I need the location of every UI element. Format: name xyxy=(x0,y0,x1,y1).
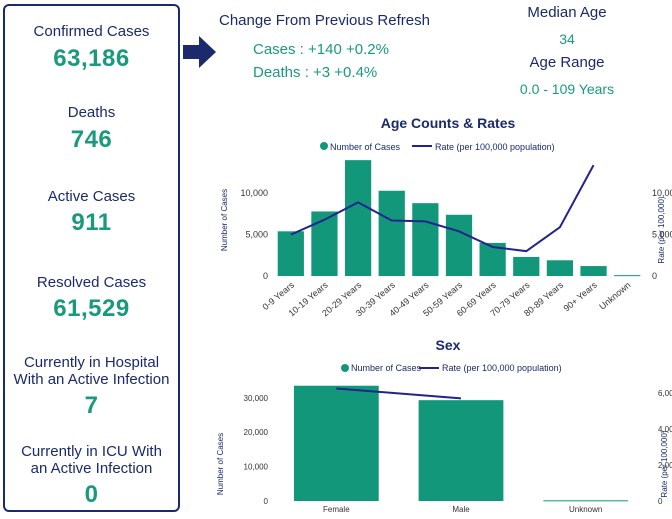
stat-label: Confirmed Cases xyxy=(33,23,150,40)
age-chart: Age Counts & Rates Number of Cases Rate … xyxy=(220,115,672,318)
y2-tick-label: 5,000 xyxy=(652,230,672,240)
bar-50-59-years[interactable] xyxy=(445,214,473,276)
age-ylabel: Number of Cases xyxy=(220,189,229,251)
stat-label: Deaths xyxy=(67,104,116,121)
rate-line[interactable] xyxy=(336,387,462,400)
bar-unknown[interactable] xyxy=(614,275,641,277)
y2-tick-label: 10,000 xyxy=(652,188,672,198)
y-tick-label: 0 xyxy=(264,497,269,506)
bar-70-79-years[interactable] xyxy=(513,256,540,276)
age-legend: Number of Cases Rate (per 100,000 popula… xyxy=(320,142,555,152)
legend-cases: Number of Cases xyxy=(351,363,422,373)
bar-male[interactable] xyxy=(418,400,504,501)
bar-20-29-years[interactable] xyxy=(344,160,372,276)
y-tick-label: 10,000 xyxy=(244,463,269,472)
stat-value: 746 xyxy=(70,126,113,153)
y-tick-label: 10,000 xyxy=(240,188,268,198)
age-chart-title: Age Counts & Rates xyxy=(381,115,516,131)
legend-rate: Rate (per 100,000 population) xyxy=(435,142,555,152)
x-tick-label: Female xyxy=(323,505,350,514)
legend-dot xyxy=(341,364,349,372)
legend-rate: Rate (per 100,000 population) xyxy=(442,363,562,373)
stat-deaths: Deaths 746 xyxy=(5,104,178,154)
stat-value: 7 xyxy=(84,392,99,419)
rate-line[interactable] xyxy=(290,164,595,253)
stat-value: 0 xyxy=(84,481,99,508)
change-cases: Cases : +140 +0.2% xyxy=(253,41,389,58)
median-age-value: 34 xyxy=(559,31,575,47)
stat-label: Active Cases xyxy=(47,188,136,205)
y-tick-label: 5,000 xyxy=(245,230,268,240)
stat-label: Resolved Cases xyxy=(36,274,147,291)
sex-ylabel: Number of Cases xyxy=(216,433,225,495)
stat-value: 63,186 xyxy=(53,45,130,72)
y-tick-label: 0 xyxy=(263,271,268,281)
bar-female[interactable] xyxy=(293,385,379,501)
sex-legend: Number of Cases Rate (per 100,000 popula… xyxy=(341,363,562,373)
bar-unknown[interactable] xyxy=(543,500,629,502)
stat-hospital: Currently in Hospital With an Active Inf… xyxy=(5,354,178,420)
x-tick-label: 90+ Years xyxy=(562,280,600,314)
right-arrow-icon xyxy=(183,36,216,68)
bar-40-49-years[interactable] xyxy=(412,203,439,276)
stat-label: Currently in ICU With an Active Infectio… xyxy=(21,443,162,477)
y2-tick-label: 0 xyxy=(658,497,663,506)
sex-y2label: Rate (per 100,000) xyxy=(660,430,669,497)
stat-active: Active Cases 911 xyxy=(5,188,178,237)
bar-80-89-years[interactable] xyxy=(546,260,574,276)
y2-tick-label: 6,000 xyxy=(658,389,672,398)
stat-label: Currently in Hospital With an Active Inf… xyxy=(13,354,170,388)
y2-tick-label: 0 xyxy=(652,271,657,281)
stat-icu: Currently in ICU With an Active Infectio… xyxy=(5,443,178,509)
legend-dot xyxy=(320,142,328,150)
change-title: Change From Previous Refresh xyxy=(219,12,430,29)
sex-chart: Sex Number of Cases Rate (per 100,000 po… xyxy=(216,337,672,514)
stat-confirmed: Confirmed Cases 63,186 xyxy=(5,23,178,73)
stat-value: 61,529 xyxy=(53,295,130,322)
age-range-label: Age Range xyxy=(529,54,605,71)
y-tick-label: 30,000 xyxy=(244,394,269,403)
bar-10-19-years[interactable] xyxy=(311,211,338,276)
sex-chart-title: Sex xyxy=(436,337,461,353)
x-tick-label: Unknown xyxy=(597,280,632,312)
stat-resolved: Resolved Cases 61,529 xyxy=(5,274,178,323)
y2-tick-label: 2,000 xyxy=(658,461,672,470)
y2-tick-label: 4,000 xyxy=(658,425,672,434)
bar-30-39-years[interactable] xyxy=(378,190,405,276)
summary-panel: Confirmed Cases 63,186 Deaths 746 Active… xyxy=(3,4,180,512)
bar-90-years[interactable] xyxy=(580,266,607,276)
x-tick-label: Male xyxy=(452,505,470,514)
y-tick-label: 20,000 xyxy=(244,428,269,437)
median-age-label: Median Age xyxy=(527,4,607,21)
stat-value: 911 xyxy=(71,209,112,236)
change-deaths: Deaths : +3 +0.4% xyxy=(253,64,378,81)
age-y2label: Rate (per 100,000) xyxy=(657,196,666,263)
legend-cases: Number of Cases xyxy=(330,142,401,152)
x-tick-label: Unknown xyxy=(569,505,602,514)
age-range-value: 0.0 - 109 Years xyxy=(519,81,615,97)
bar-0-9-years[interactable] xyxy=(277,231,304,276)
